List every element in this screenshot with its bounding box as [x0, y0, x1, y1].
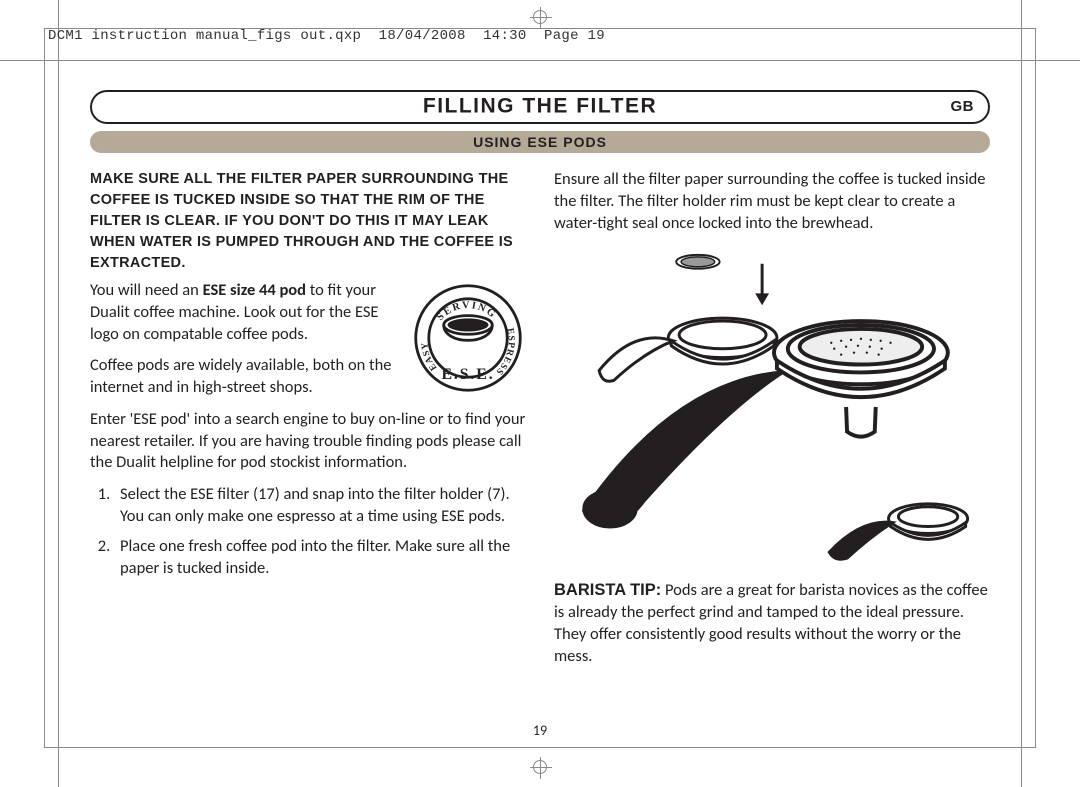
registration-mark-top [533, 10, 547, 24]
portafilter-illustration: ≡Dualit≡ [554, 244, 990, 570]
two-column-layout: MAKE SURE ALL THE FILTER PAPER SURROUNDI… [90, 169, 990, 677]
header-time: 14:30 [483, 28, 527, 44]
header-pagelabel: Page 19 [544, 28, 605, 44]
left-column: MAKE SURE ALL THE FILTER PAPER SURROUNDI… [90, 169, 526, 677]
header-filename: DCM1 instruction manual_figs out.qxp [48, 28, 361, 44]
step-2: Place one fresh coffee pod into the filt… [114, 536, 526, 580]
svg-text:EASY: EASY [420, 341, 439, 372]
barista-tip: BARISTA TIP: Pods are a great for barist… [554, 580, 990, 667]
pod-size-paragraph: SERVING EASY ESPRESSO E.S.E. You will ne… [90, 280, 526, 345]
search-paragraph: Enter 'ESE pod' into a search engine to … [90, 409, 526, 474]
p1-a: You will need an [90, 280, 203, 300]
right-column: Ensure all the filter paper surrounding … [554, 169, 990, 677]
barista-tip-label: BARISTA TIP: [554, 581, 661, 599]
warning-paragraph: MAKE SURE ALL THE FILTER PAPER SURROUNDI… [90, 169, 526, 274]
subheading: USING ESE PODS [90, 131, 990, 153]
page-number: 19 [533, 722, 547, 739]
p1-bold: ESE size 44 pod [203, 280, 306, 300]
page-title: FILLING THE FILTER [423, 95, 657, 119]
title-language: GB [951, 98, 975, 115]
page-content: FILLING THE FILTER GB USING ESE PODS MAK… [90, 90, 990, 677]
ese-logo-bottom-text: E.S.E. [441, 366, 494, 383]
registration-mark-bottom [533, 760, 547, 774]
title-pill: FILLING THE FILTER GB [90, 90, 990, 124]
ese-logo-left-text: EASY [420, 341, 439, 372]
ensure-paragraph: Ensure all the filter paper surrounding … [554, 169, 990, 234]
header-date: 18/04/2008 [379, 28, 466, 44]
steps-list: Select the ESE filter (17) and snap into… [90, 484, 526, 579]
file-header: DCM1 instruction manual_figs out.qxp 18/… [48, 28, 605, 44]
ese-logo-icon: SERVING EASY ESPRESSO E.S.E. [412, 282, 524, 394]
step-1: Select the ESE filter (17) and snap into… [114, 484, 526, 528]
